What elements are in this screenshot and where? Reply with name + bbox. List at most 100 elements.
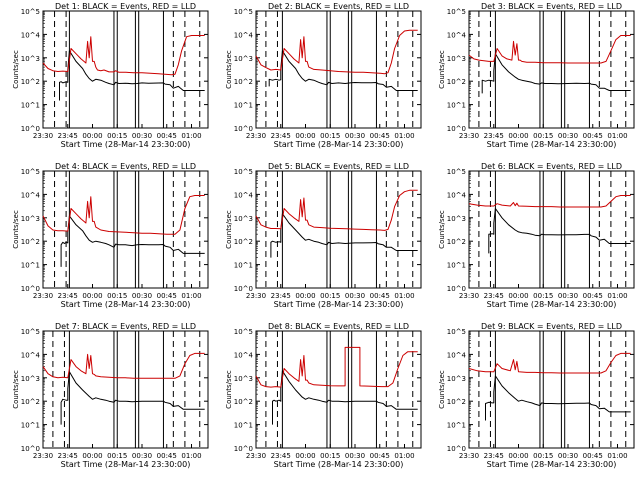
x-tick-label: 00:15 [533,452,553,460]
x-tick-label: 23:30 [33,132,53,140]
detector-panel: 10^0 10^1 10^2 10^3 10^4 10^5 23:30 23:45 00:00 0… [225,322,422,469]
x-tick-label: 00:00 [82,132,102,140]
y-tick-label: 10^3 [21,215,40,223]
y-tick-label: 10^1 [21,422,40,430]
x-tick-label: 00:30 [132,452,152,460]
x-axis-label: Start Time (28-Mar-14 23:30:00) [274,460,404,469]
x-tick-label: 00:45 [157,292,177,300]
x-tick-label: 00:30 [132,132,152,140]
x-tick-label: 00:45 [370,132,390,140]
x-tick-label: 01:00 [394,292,414,300]
y-tick-label: 10^4 [21,191,41,199]
y-tick-label: 10^3 [234,215,253,223]
x-tick-label: 00:45 [583,292,603,300]
x-axis-label: Start Time (28-Mar-14 23:30:00) [487,300,617,309]
x-axis-label: Start Time (28-Mar-14 23:30:00) [61,140,191,149]
y-tick-label: 10^0 [447,285,466,293]
plot-frame [255,10,422,129]
plot-frame [255,330,422,449]
y-tick-label: 10^2 [447,398,466,406]
x-tick-label: 01:00 [394,452,414,460]
y-tick-label: 10^4 [234,31,254,39]
panel-title: Det 7: BLACK = Events, RED = LLD [55,322,196,331]
events-series-line [60,371,205,425]
x-tick-label: 23:30 [459,292,479,300]
events-series-line [272,370,418,425]
y-tick-label: 10^0 [21,285,40,293]
x-tick-label: 23:30 [459,132,479,140]
y-tick-label: 10^5 [21,8,40,16]
y-tick-label: 10^0 [234,285,253,293]
x-tick-label: 00:15 [533,292,553,300]
x-axis-label: Start Time (28-Mar-14 23:30:00) [487,460,617,469]
x-tick-label: 23:45 [271,292,291,300]
y-tick-label: 10^1 [447,102,466,110]
y-tick-label: 10^1 [234,422,253,430]
x-axis-label: Start Time (28-Mar-14 23:30:00) [61,460,191,469]
x-tick-label: 01:00 [607,452,627,460]
x-tick-label: 00:30 [345,132,365,140]
y-tick-label: 10^2 [234,78,253,86]
panel-title: Det 2: BLACK = Events, RED = LLD [268,2,409,11]
y-tick-label: 10^3 [234,375,253,383]
y-tick-label: 10^5 [21,168,40,176]
panel-title: Det 3: BLACK = Events, RED = LLD [481,2,622,11]
x-tick-label: 23:45 [271,132,291,140]
x-tick-label: 01:00 [181,292,201,300]
x-tick-label: 00:15 [320,452,340,460]
x-tick-label: 01:00 [607,292,627,300]
y-tick-label: 10^5 [447,8,466,16]
y-tick-label: 10^0 [21,445,40,453]
x-tick-label: 00:00 [295,132,315,140]
y-tick-label: 10^4 [21,351,41,359]
x-axis-label: Start Time (28-Mar-14 23:30:00) [274,140,404,149]
y-tick-label: 10^1 [234,102,253,110]
lld-series-line [468,35,631,64]
y-tick-label: 10^1 [21,102,40,110]
x-tick-label: 00:00 [82,292,102,300]
y-tick-label: 10^2 [21,398,40,406]
x-tick-label: 01:00 [394,132,414,140]
y-tick-label: 10^5 [234,168,253,176]
plot-frame [42,170,209,289]
x-tick-label: 23:45 [484,452,504,460]
x-tick-label: 00:45 [157,452,177,460]
x-tick-label: 00:45 [370,292,390,300]
x-tick-label: 23:30 [246,292,266,300]
y-tick-label: 10^2 [21,78,40,86]
x-tick-label: 00:45 [370,452,390,460]
y-tick-label: 10^5 [234,8,253,16]
x-axis-label: Start Time (28-Mar-14 23:30:00) [487,140,617,149]
x-tick-label: 23:45 [58,292,78,300]
y-tick-label: 10^2 [447,78,466,86]
plot-frame [255,170,422,289]
y-axis-label: Counts/sec [12,50,20,89]
x-tick-label: 23:30 [246,132,266,140]
x-tick-label: 01:00 [181,132,201,140]
detector-panel: 10^0 10^1 10^2 10^3 10^4 10^5 23:30 23:45 00:00 0… [12,322,209,469]
lld-series-line [42,35,205,76]
x-tick-label: 23:30 [459,452,479,460]
panel-title: Det 9: BLACK = Events, RED = LLD [481,322,622,331]
y-tick-label: 10^4 [234,351,254,359]
x-tick-label: 01:00 [181,452,201,460]
x-tick-label: 00:30 [132,292,152,300]
plot-frame [468,170,635,289]
x-tick-label: 23:45 [58,452,78,460]
panel-title: Det 5: BLACK = Events, RED = LLD [268,162,409,171]
y-axis-label: Counts/sec [12,210,20,249]
x-tick-label: 23:45 [484,292,504,300]
x-tick-label: 23:30 [33,452,53,460]
x-tick-label: 00:15 [320,292,340,300]
y-tick-label: 10^3 [21,375,40,383]
y-tick-label: 10^0 [447,445,466,453]
y-axis-label: Counts/sec [438,50,446,89]
x-axis-label: Start Time (28-Mar-14 23:30:00) [274,300,404,309]
y-tick-label: 10^0 [234,445,253,453]
y-tick-label: 10^3 [21,55,40,63]
panel-title: Det 6: BLACK = Events, RED = LLD [481,162,622,171]
plot-frame [42,10,209,129]
lld-series-line [42,195,205,235]
x-tick-label: 00:00 [295,452,315,460]
y-tick-label: 10^1 [234,262,253,270]
